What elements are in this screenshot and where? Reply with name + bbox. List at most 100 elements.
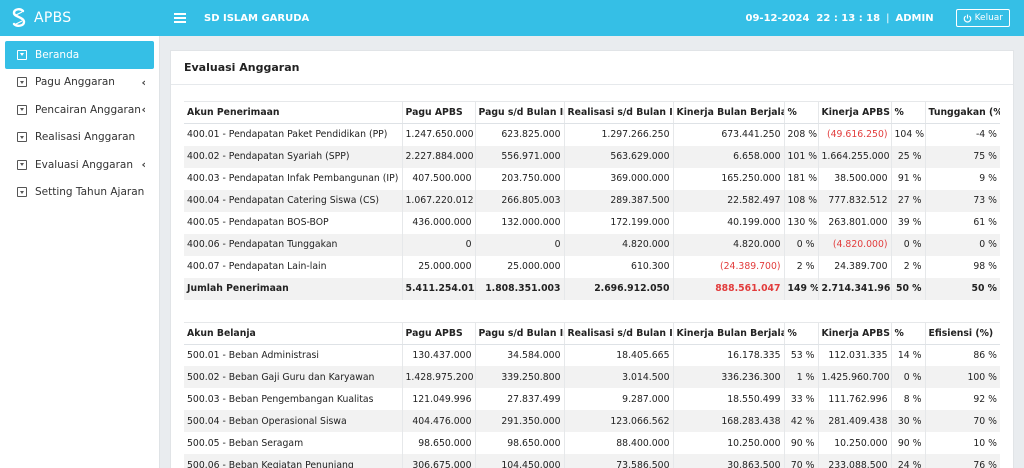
value-cell: 0 % xyxy=(925,233,1000,256)
column-header[interactable]: Kinerja APBS xyxy=(818,101,892,124)
value-cell: 623.825.000 xyxy=(475,123,565,146)
logout-button[interactable]: Keluar xyxy=(955,9,1010,27)
value-cell: 203.750.000 xyxy=(475,167,565,190)
expense-table: Akun Belanja Pagu APBS Pagu s/d Bulan Ini R… xyxy=(184,321,1000,468)
caret-square-icon xyxy=(17,159,27,170)
sidebar-item-setting-tahun-ajaran[interactable]: Setting Tahun Ajaran xyxy=(5,179,154,207)
value-cell: 98.650.000 xyxy=(475,432,565,454)
value-cell: 111.762.996 xyxy=(818,388,892,410)
value-cell: 306.675.000 xyxy=(402,454,476,468)
value-cell: 1.425.960.700 xyxy=(818,366,892,388)
value-cell: 73 % xyxy=(925,189,1000,212)
total-value: 2.714.341.962 xyxy=(818,277,892,300)
value-cell: 291.350.000 xyxy=(475,410,565,432)
value-cell: 1.297.266.250 xyxy=(564,123,674,146)
column-header[interactable]: % xyxy=(784,101,819,124)
logo-icon xyxy=(12,8,26,27)
column-header[interactable]: Pagu s/d Bulan Ini xyxy=(475,321,565,345)
table-row: 400.05 - Pendapatan BOS-BOP 436.000.000 13… xyxy=(184,211,1000,234)
value-cell: 42 % xyxy=(784,410,819,432)
brand[interactable]: APBS xyxy=(0,0,160,36)
value-cell: 0 % xyxy=(891,366,926,388)
value-cell: 112.031.335 xyxy=(818,344,892,366)
table-row: 500.05 - Beban Seragam 98.650.000 98.650.0… xyxy=(184,432,1000,454)
value-cell: 90 % xyxy=(891,432,926,454)
caret-square-icon xyxy=(17,104,27,115)
column-header[interactable]: Realisasi s/d Bulan Ini xyxy=(564,101,674,124)
value-cell: 25 % xyxy=(891,145,926,168)
account-cell: 500.02 - Beban Gaji Guru dan Karyawan xyxy=(184,366,403,388)
column-header[interactable]: Efisiensi (%) xyxy=(925,321,1000,345)
table-row: 400.06 - Pendapatan Tunggakan 0 0 4.820.000… xyxy=(184,233,1000,256)
value-cell: 9.287.000 xyxy=(564,388,674,410)
value-cell: 30 % xyxy=(891,410,926,432)
value-cell: 33 % xyxy=(784,388,819,410)
column-header[interactable]: % xyxy=(891,101,926,124)
value-cell: 1.067.220.012 xyxy=(402,189,476,212)
sidebar-item-pencairan-anggaran[interactable]: Pencairan Anggaran ‹ xyxy=(5,96,154,124)
value-cell: 2.227.884.000 xyxy=(402,145,476,168)
column-header[interactable]: Pagu APBS xyxy=(402,321,476,345)
sidebar-item-label: Pencairan Anggaran xyxy=(35,103,141,116)
column-header[interactable]: Kinerja Bulan Berjalan xyxy=(673,101,785,124)
value-cell: 339.250.800 xyxy=(475,366,565,388)
sidebar-item-evaluasi-anggaran[interactable]: Evaluasi Anggaran ‹ xyxy=(5,151,154,179)
column-header[interactable]: Akun Penerimaan xyxy=(184,101,403,124)
sidebar-item-label: Beranda xyxy=(35,48,80,61)
value-cell: 610.300 xyxy=(564,255,674,278)
value-cell: 73.586.500 xyxy=(564,454,674,468)
account-cell: 500.06 - Beban Kegiatan Penunjang xyxy=(184,454,403,468)
value-cell: 25.000.000 xyxy=(402,255,476,278)
column-header[interactable]: Realisasi s/d Bulan Ini xyxy=(564,321,674,345)
chevron-left-icon: ‹ xyxy=(141,158,146,172)
column-header[interactable]: Pagu APBS xyxy=(402,101,476,124)
value-cell: 98.650.000 xyxy=(402,432,476,454)
value-cell: 40.199.000 xyxy=(673,211,785,234)
value-cell: 1 % xyxy=(784,366,819,388)
value-cell: 38.500.000 xyxy=(818,167,892,190)
column-header[interactable]: Pagu s/d Bulan Ini xyxy=(475,101,565,124)
value-cell: 18.405.665 xyxy=(564,344,674,366)
value-cell: 407.500.000 xyxy=(402,167,476,190)
account-cell: 500.05 - Beban Seragam xyxy=(184,432,403,454)
sidebar-item-pagu-anggaran[interactable]: Pagu Anggaran ‹ xyxy=(5,69,154,97)
menu-toggle-icon[interactable] xyxy=(174,13,186,23)
column-header[interactable]: Tunggakan (%) xyxy=(925,101,1000,124)
column-header[interactable]: % xyxy=(784,321,819,345)
value-cell: 1.664.255.000 xyxy=(818,145,892,168)
account-cell: 500.01 - Beban Administrasi xyxy=(184,344,403,366)
value-cell: 4.820.000 xyxy=(673,233,785,256)
app-name: APBS xyxy=(34,10,72,26)
column-header[interactable]: % xyxy=(891,321,926,345)
evaluation-card: Evaluasi Anggaran Akun Penerimaan Pagu AP… xyxy=(170,50,1014,468)
column-header[interactable]: Kinerja Bulan Berjalan xyxy=(673,321,785,345)
value-cell: -4 % xyxy=(975,129,997,141)
revenue-table: Akun Penerimaan Pagu APBS Pagu s/d Bulan I… xyxy=(184,101,1000,300)
table-row: 500.02 - Beban Gaji Guru dan Karyawan 1.4… xyxy=(184,366,1000,388)
sidebar-item-label: Setting Tahun Ajaran xyxy=(35,186,145,199)
value-cell: 121.049.996 xyxy=(402,388,476,410)
value-cell: 100 % xyxy=(925,366,1000,388)
account-cell: 500.03 - Beban Pengembangan Kualitas xyxy=(184,388,403,410)
sidebar-item-label: Realisasi Anggaran xyxy=(35,131,136,144)
column-header[interactable]: Kinerja APBS xyxy=(818,321,892,345)
table-row: 500.04 - Beban Operasional Siswa 404.476.… xyxy=(184,410,1000,432)
value-cell: 0 % xyxy=(891,233,926,256)
total-value: 5.411.254.012 xyxy=(402,277,476,300)
table-row: 500.01 - Beban Administrasi 130.437.000 34… xyxy=(184,344,1000,366)
chevron-left-icon: ‹ xyxy=(141,103,146,117)
column-header[interactable]: Akun Belanja xyxy=(184,321,403,345)
value-cell: 404.476.000 xyxy=(402,410,476,432)
table-row: 500.03 - Beban Pengembangan Kualitas 121.… xyxy=(184,388,1000,410)
sidebar-item-label: Evaluasi Anggaran xyxy=(35,158,134,171)
caret-square-icon xyxy=(17,49,27,60)
caret-square-icon xyxy=(17,187,27,198)
value-cell: 2 % xyxy=(891,255,926,278)
value-cell: 263.801.000 xyxy=(818,211,892,234)
total-label: Jumlah Penerimaan xyxy=(184,277,403,300)
value-cell: 266.805.003 xyxy=(475,189,565,212)
sidebar-item-realisasi-anggaran[interactable]: Realisasi Anggaran xyxy=(5,124,154,152)
value-cell: (4.820.000) xyxy=(818,233,892,256)
total-value: 888.561.047 xyxy=(673,277,785,300)
sidebar-item-beranda[interactable]: Beranda xyxy=(5,41,154,69)
